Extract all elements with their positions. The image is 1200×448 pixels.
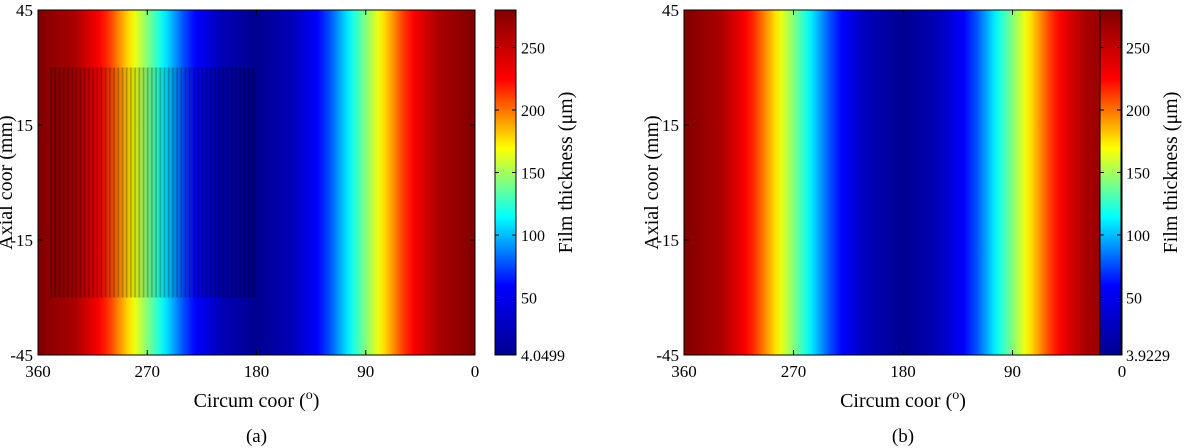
y-tick-label: -45 xyxy=(656,346,679,365)
x-tick-label: 90 xyxy=(1004,362,1021,381)
y-axis-label: Axial coor (mm) xyxy=(641,115,663,249)
colorbar-tick-label: 100 xyxy=(521,228,545,245)
colorbar-tick-label: 200 xyxy=(1126,103,1150,120)
panel-label: (a) xyxy=(246,426,267,447)
colorbar-tick-label: 250 xyxy=(1126,40,1150,57)
colorbar-tick-label: 100 xyxy=(1126,228,1150,245)
y-tick-label: -15 xyxy=(656,231,679,250)
y-tick-label: 45 xyxy=(662,1,679,20)
x-tick-label: 360 xyxy=(25,362,51,381)
y-tick-label: 45 xyxy=(16,1,33,20)
chart-panel-b: 360 270 180 90 0 45 15 -15 -45 Circum coor (o) Axi… xyxy=(641,1,1182,447)
chart-panel-a: 360 270 180 90 0 45 15 -15 -45 Circum coor (o) Axi… xyxy=(0,1,577,447)
panel-label: (b) xyxy=(892,426,914,447)
x-tick-label: 180 xyxy=(244,362,270,381)
x-tick-label: 270 xyxy=(781,362,807,381)
texture-shade xyxy=(50,67,257,298)
colorbar-tick-label: 150 xyxy=(1126,165,1150,182)
colorbar-tick-label: 50 xyxy=(521,291,537,308)
colorbar-tick-label: 4.0499 xyxy=(521,348,565,365)
x-axis-label: Circum coor (o) xyxy=(194,388,320,412)
colorbar xyxy=(1099,9,1122,356)
colorbar-tick-label: 200 xyxy=(521,103,545,120)
y-axis-label: Axial coor (mm) xyxy=(0,115,17,249)
colorbar xyxy=(494,9,517,356)
colorbar-tick-label: 250 xyxy=(521,41,545,58)
colorbar-tick-label: 150 xyxy=(521,166,545,183)
heatmap-field xyxy=(684,10,1122,355)
texture-region xyxy=(50,67,257,298)
y-tick-label: 15 xyxy=(16,116,33,135)
colorbar-tick-label: 3.9229 xyxy=(1126,348,1170,365)
colorbar-tick-label: 50 xyxy=(1126,290,1142,307)
y-tick-label: -45 xyxy=(10,346,33,365)
y-tick-label: 15 xyxy=(662,116,679,135)
colorbar-label: Film thickness (μm) xyxy=(555,92,577,254)
x-tick-label: 0 xyxy=(1118,362,1127,381)
y-tick-label: -15 xyxy=(10,231,33,250)
x-tick-label: 90 xyxy=(357,362,374,381)
heatmap-field xyxy=(38,10,475,355)
x-tick-label: 0 xyxy=(471,362,480,381)
colorbar-label: Film thickness (μm) xyxy=(1160,92,1182,254)
x-tick-label: 360 xyxy=(671,362,697,381)
x-axis-label: Circum coor (o) xyxy=(840,388,966,412)
x-tick-label: 180 xyxy=(890,362,916,381)
x-tick-label: 270 xyxy=(135,362,161,381)
